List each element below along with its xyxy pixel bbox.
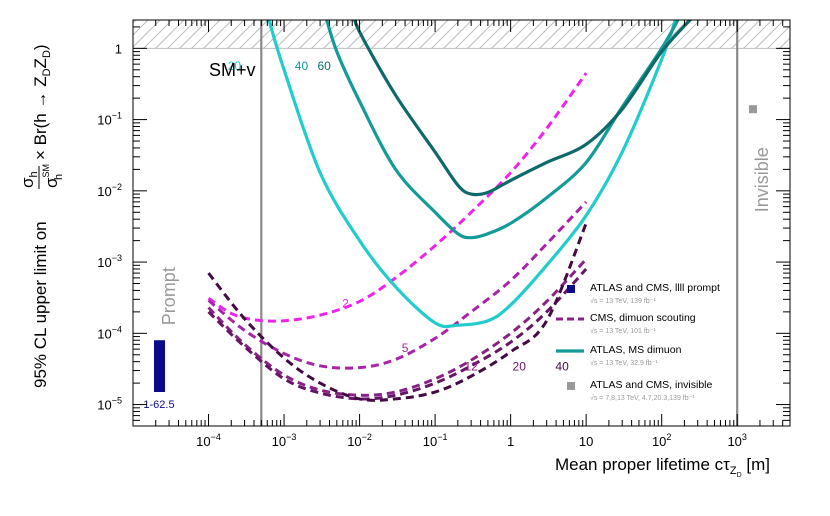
series-line-scouting-2	[207, 72, 588, 323]
y-tick-label: 10−5	[97, 396, 122, 413]
legend-entry-sub: √s = 13 TeV, 101 fb⁻¹	[590, 327, 656, 335]
y-axis-label-suffix: × Br(h → ZDZD)	[31, 44, 53, 160]
y-tick-exp: −4	[112, 324, 122, 334]
y-axis-suffix-end: )	[31, 44, 50, 50]
x-tick-base: 10	[652, 434, 666, 449]
x-tick-label: 102	[652, 432, 671, 449]
x-axis-label-main: Mean proper lifetime cτ	[555, 455, 730, 474]
plot-frame	[132, 19, 791, 427]
x-tick-base: 10	[579, 434, 593, 449]
series-line-ms-20	[267, 20, 677, 329]
x-axis-label-subsub: D	[737, 472, 742, 479]
y-axis-suffix-mid: Z	[31, 58, 50, 68]
y-axis-label-denominator: σSM h	[41, 164, 65, 188]
legend-entry-sub: √s = 7,8,13 TeV, 4.7,20.3,139 fb⁻¹	[590, 394, 695, 402]
curves-group	[207, 20, 693, 402]
y-axis-den-sub: h	[53, 174, 65, 180]
x-tick-label: 1	[507, 434, 514, 449]
legend-entry-label: ATLAS and CMS, invisible	[590, 379, 713, 391]
series-label-ms-40: 40	[295, 59, 309, 73]
axis-ticks	[132, 20, 791, 427]
x-tick-base: 10	[272, 434, 286, 449]
invisible-region-label: Invisible	[752, 147, 772, 212]
y-tick-label: 10−1	[97, 111, 122, 128]
y-tick-label: 1	[115, 41, 122, 56]
x-tick-exp: −3	[286, 432, 296, 442]
x-tick-label: 10	[579, 434, 593, 449]
y-axis-suffix-sub2: D	[41, 50, 53, 58]
prompt-limit-bar	[154, 340, 165, 393]
legend: ATLAS and CMS, llll prompt √s = 13 TeV, 1…	[556, 282, 720, 402]
y-axis-den-sup: SM	[41, 164, 51, 178]
invisible-limit-marker	[749, 105, 757, 114]
y-axis-label-numerator: σh	[18, 171, 40, 188]
x-tick-label: 10−1	[423, 432, 448, 449]
x-tick-label: 10−3	[272, 432, 297, 449]
y-tick-exp: −3	[112, 253, 122, 263]
x-tick-label: 10−4	[196, 432, 221, 449]
excluded-band	[133, 20, 790, 49]
y-axis-den-sigma: σ	[42, 177, 61, 188]
y-tick-base: 10	[97, 113, 111, 128]
x-tick-label: 10−2	[347, 432, 372, 449]
x-tick-base: 1	[507, 434, 514, 449]
y-axis-num-sigma: σ	[18, 177, 37, 188]
legend-entry-sub: √s = 13 TeV, 32.9 fb⁻¹	[590, 359, 658, 367]
model-label: SM+v	[209, 60, 256, 80]
y-tick-label: 10−4	[97, 324, 122, 341]
y-tick-label: 10−2	[97, 182, 122, 199]
y-axis-label-prefix: 95% CL upper limit on	[31, 221, 50, 388]
series-label-scouting-40: 40	[555, 360, 569, 374]
legend-entry-label: ATLAS and CMS, llll prompt	[590, 282, 720, 294]
x-tick-exp: −2	[362, 432, 372, 442]
legend-entry-sub: √s = 13 TeV, 139 fb⁻¹	[590, 297, 656, 305]
y-tick-base: 10	[97, 255, 111, 270]
x-axis-label-unit: [m]	[742, 455, 770, 474]
x-tick-base: 10	[347, 434, 361, 449]
y-tick-base: 10	[97, 326, 111, 341]
series-label-scouting-2: 2	[342, 297, 349, 311]
x-tick-exp: −4	[211, 432, 221, 442]
x-tick-base: 10	[727, 434, 741, 449]
prompt-limit-range-label: 1-62.5	[143, 399, 174, 411]
series-label-scouting-12: 12	[464, 360, 478, 374]
y-axis-suffix-sub1: D	[41, 68, 53, 76]
legend-swatch-square	[567, 285, 575, 293]
series-line-scouting-20	[207, 267, 588, 401]
y-tick-base: 1	[115, 41, 122, 56]
x-axis-label-sub: Z	[730, 465, 737, 477]
series-line-ms-60	[353, 20, 693, 197]
x-tick-base: 10	[196, 434, 210, 449]
series-label-scouting-5: 5	[402, 341, 409, 355]
prompt-region-label: Prompt	[159, 267, 179, 325]
x-tick-base: 10	[423, 434, 437, 449]
y-tick-exp: −5	[112, 396, 122, 406]
x-tick-exp: 3	[742, 432, 747, 442]
series-label-scouting-20: 20	[513, 360, 527, 374]
x-axis-label: Mean proper lifetime cτZD [m]	[555, 455, 770, 479]
series-label-ms-20: 20	[228, 59, 242, 73]
y-tick-exp: −2	[112, 182, 122, 192]
y-axis-suffix-main: × Br(h → Z	[31, 76, 50, 160]
series-line-scouting-40	[207, 222, 588, 402]
series-label-ms-60: 60	[318, 59, 332, 73]
y-tick-label: 10−3	[97, 253, 122, 270]
y-axis-num-sub: h	[28, 171, 40, 177]
x-tick-exp: −1	[437, 432, 447, 442]
y-tick-exp: −1	[112, 111, 122, 121]
legend-entry-label: ATLAS, MS dimuon	[590, 344, 682, 356]
x-tick-exp: 2	[666, 432, 671, 442]
legend-entry-label: CMS, dimuon scouting	[590, 312, 696, 324]
y-tick-base: 10	[97, 398, 111, 413]
legend-swatch-square	[567, 382, 575, 390]
y-tick-base: 10	[97, 184, 111, 199]
x-tick-label: 103	[727, 432, 746, 449]
